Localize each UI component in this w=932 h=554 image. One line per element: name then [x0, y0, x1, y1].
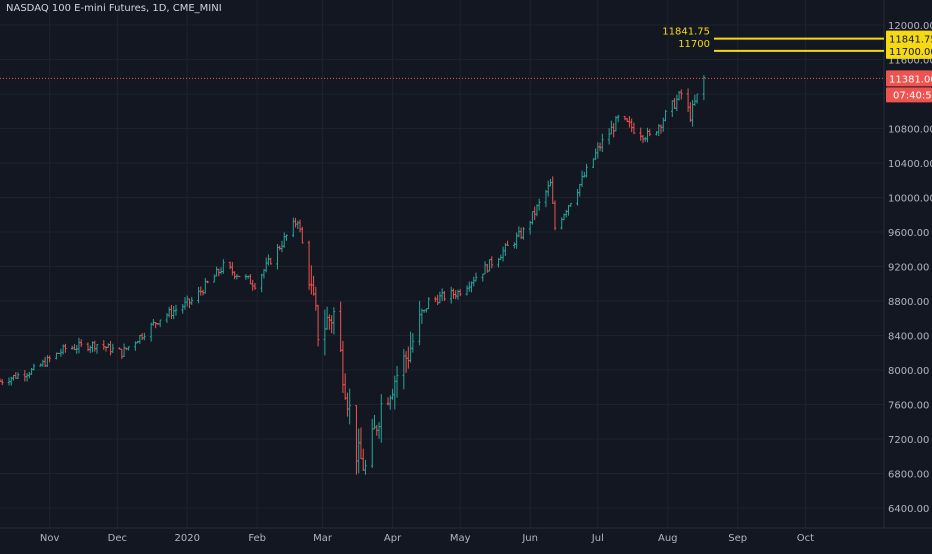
y-tick-label: 8800.00 — [888, 297, 929, 308]
last-price-badge — [886, 70, 932, 87]
y-tick-label: 10400.00 — [888, 159, 932, 170]
y-tick-label: 6800.00 — [888, 470, 929, 481]
x-tick-label: Dec — [108, 533, 127, 544]
y-tick-label: 8400.00 — [888, 332, 929, 343]
y-tick-label: 9200.00 — [888, 263, 929, 274]
x-tick-label: 2020 — [175, 533, 200, 544]
chart-title: NASDAQ 100 E-mini Futures, 1D, CME_MINI — [6, 3, 222, 14]
y-tick-label: 10800.00 — [888, 125, 932, 136]
y-tick-label: 7600.00 — [888, 401, 929, 412]
x-tick-label: Jun — [521, 533, 538, 544]
y-tick-label: 12000.00 — [888, 21, 932, 32]
y-tick-label: 9600.00 — [888, 228, 929, 239]
y-tick-label: 11600.00 — [888, 56, 932, 67]
countdown-label: 07:40:59 — [893, 90, 932, 101]
x-tick-label: Feb — [248, 533, 266, 544]
y-tick-label: 6400.00 — [888, 504, 929, 515]
level-text-label: 11700 — [678, 39, 710, 50]
x-tick-label: Aug — [658, 533, 678, 544]
x-tick-label: Mar — [313, 533, 333, 544]
y-tick-label: 7200.00 — [888, 435, 929, 446]
level-axis-badge — [886, 30, 932, 47]
level-text-label: 11841.75 — [662, 27, 710, 38]
x-tick-label: May — [450, 533, 471, 544]
level-axis-badge — [886, 42, 932, 59]
x-tick-label: Sep — [728, 533, 747, 544]
level-axis-label: 11841.75 — [889, 35, 932, 46]
last-price-label: 11381.00 — [889, 74, 932, 85]
countdown-badge — [886, 87, 932, 103]
y-tick-label: 10000.00 — [888, 194, 932, 205]
y-tick-label: 8000.00 — [888, 366, 929, 377]
x-tick-label: Nov — [40, 533, 60, 544]
level-axis-label: 11700.00 — [889, 47, 932, 58]
x-tick-label: Apr — [384, 533, 402, 544]
x-tick-label: Jul — [591, 533, 604, 544]
x-tick-label: Oct — [797, 533, 814, 544]
